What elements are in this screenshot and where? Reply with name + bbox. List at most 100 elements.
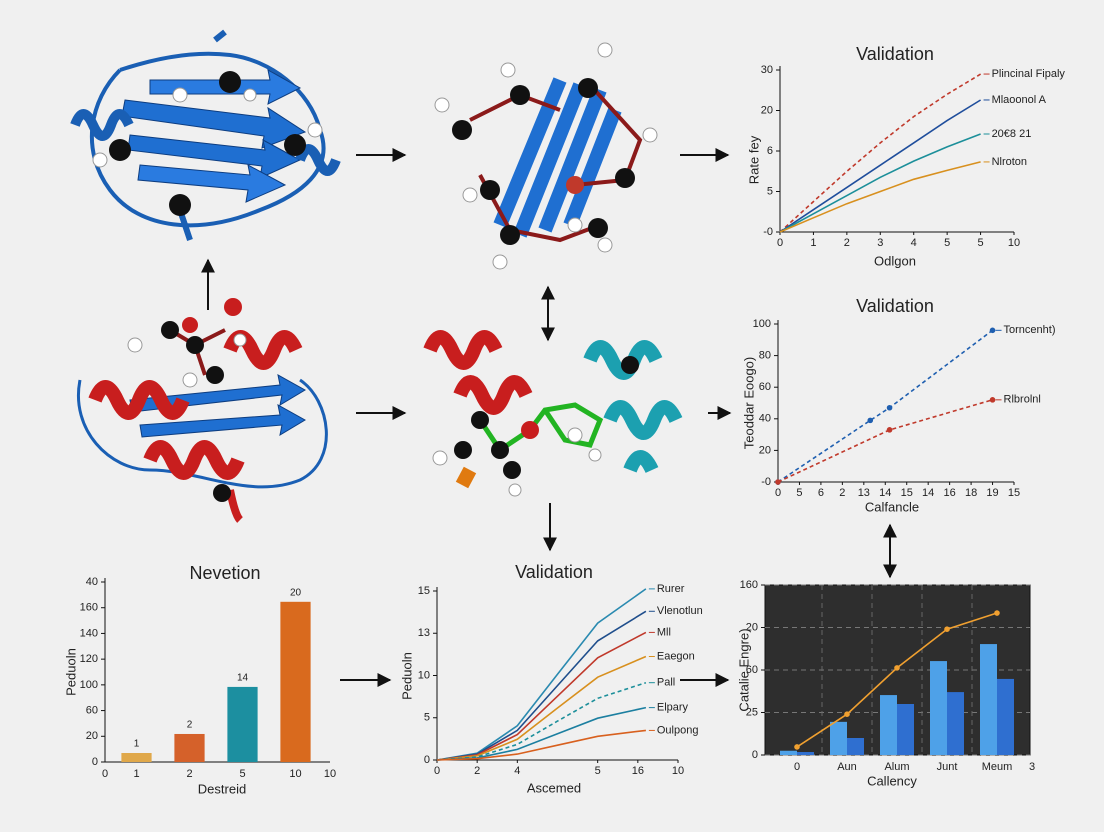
x-tick-label: Meum — [982, 761, 1013, 773]
protein-blue-part — [70, 109, 134, 141]
x-axis-label: Odlgon — [874, 253, 916, 268]
x-tick-label: 19 — [986, 487, 998, 499]
x-tick-label: 0 — [434, 765, 440, 777]
y-tick-label: 0 — [752, 749, 758, 761]
protein-complex-part — [432, 450, 448, 466]
protein-ball-stick-part — [434, 97, 450, 113]
x-tick-label: 13 — [858, 487, 870, 499]
series-line — [779, 161, 981, 233]
legend-label: Mlaoonol A — [992, 94, 1047, 106]
y-tick-label: 15 — [418, 585, 430, 597]
bar — [930, 661, 947, 755]
chart-title: Nevetion — [189, 563, 260, 583]
x-tick-label: Junt — [937, 761, 958, 773]
x-tick-label: 10 — [1008, 237, 1020, 249]
protein-complex-part — [588, 448, 602, 462]
series-marker — [944, 626, 950, 632]
protein-ball-stick-part — [642, 127, 658, 143]
protein-blue-part — [307, 122, 323, 138]
y-tick-label: 40 — [86, 576, 98, 588]
protein-ball-stick-part — [462, 187, 478, 203]
y-tick-label: 5 — [424, 712, 430, 724]
protein-complex-part — [503, 461, 521, 479]
bar-label: 14 — [237, 673, 249, 684]
chart-title: Validation — [856, 44, 934, 64]
protein-red-blue — [77, 298, 328, 523]
series-marker — [989, 327, 996, 334]
bar — [121, 753, 152, 762]
bar — [780, 750, 797, 755]
protein-complex-part — [583, 340, 663, 380]
protein-red-blue-part — [206, 366, 224, 384]
protein-ball-stick-part — [597, 42, 613, 58]
protein-red-blue-part — [161, 321, 179, 339]
protein-complex-part — [567, 427, 583, 443]
protein-complex-part — [603, 400, 683, 440]
y-tick-label: 20 — [761, 104, 773, 116]
y-tick-label: 80 — [759, 350, 771, 362]
series-line — [777, 329, 993, 483]
legend-label: 20€8 21 — [992, 128, 1032, 140]
bar-label: 20 — [290, 587, 302, 598]
x-tick-label: 0 — [775, 487, 781, 499]
legend-label: Mll — [657, 626, 671, 638]
x-tick-label: 4 — [911, 237, 917, 249]
x-tick-label: 5 — [978, 237, 984, 249]
protein-blue-part — [127, 134, 302, 179]
protein-complex-part — [455, 466, 477, 489]
y-tick-label: 0 — [92, 756, 98, 768]
legend-label: Eaegon — [657, 650, 695, 662]
protein-ball-stick-part — [500, 62, 516, 78]
protein-red-blue-part — [186, 336, 204, 354]
protein-ball-stick — [434, 42, 658, 270]
y-tick-label: 120 — [80, 653, 98, 665]
protein-blue-part — [92, 152, 108, 168]
protein-complex-part — [623, 450, 659, 474]
protein-ball-stick-part — [510, 85, 530, 105]
protein-ball-stick-part — [493, 77, 622, 238]
protein-blue-part — [295, 144, 341, 176]
y-tick-label: 0 — [424, 754, 430, 766]
protein-complex-part — [453, 375, 533, 415]
x-tick-label: 0 — [777, 237, 783, 249]
series-marker — [867, 417, 874, 424]
bar — [797, 752, 814, 755]
bar — [980, 644, 997, 755]
x-tick-label: 16 — [944, 487, 956, 499]
x-tick-label: 16 — [632, 765, 644, 777]
bar — [997, 678, 1014, 755]
bar — [280, 601, 311, 762]
protein-ball-stick-part — [500, 225, 520, 245]
x-axis-label: Destreid — [198, 781, 246, 796]
bar — [830, 721, 847, 755]
bar-label: 1 — [134, 739, 140, 750]
x-tick-label: 4 — [514, 765, 520, 777]
series-line — [436, 729, 646, 761]
x-axis-label: Calfancle — [865, 499, 919, 514]
y-axis-label: Rate fey — [746, 135, 761, 184]
protein-complex — [423, 330, 683, 497]
legend-label: Oulpong — [657, 724, 699, 736]
series-marker — [775, 479, 781, 485]
protein-red-blue-part — [139, 404, 306, 438]
legend-label: Pall — [657, 677, 675, 689]
y-tick-label: 160 — [740, 579, 758, 591]
series-marker — [886, 427, 893, 433]
flow-arrows — [201, 148, 897, 687]
y-tick-label: 5 — [767, 185, 773, 197]
series-line — [436, 681, 647, 761]
x-tick-label: 10 — [289, 768, 301, 780]
y-tick-label: 60 — [759, 381, 771, 393]
x-tick-label: 2 — [839, 487, 845, 499]
protein-red-blue-part — [213, 484, 231, 502]
x-axis-end-label: 3 — [1029, 761, 1035, 773]
protein-ball-stick-part — [452, 120, 472, 140]
x-tick-label: 2 — [844, 237, 850, 249]
x-axis-end-label: 10 — [324, 768, 336, 780]
legend-label: Rurer — [657, 583, 685, 595]
protein-ball-stick-part — [566, 176, 584, 194]
y-tick-label: 60 — [746, 664, 758, 676]
y-tick-label: -0 — [763, 226, 773, 238]
x-tick-label: 5 — [944, 237, 950, 249]
y-tick-label: 40 — [759, 413, 771, 425]
